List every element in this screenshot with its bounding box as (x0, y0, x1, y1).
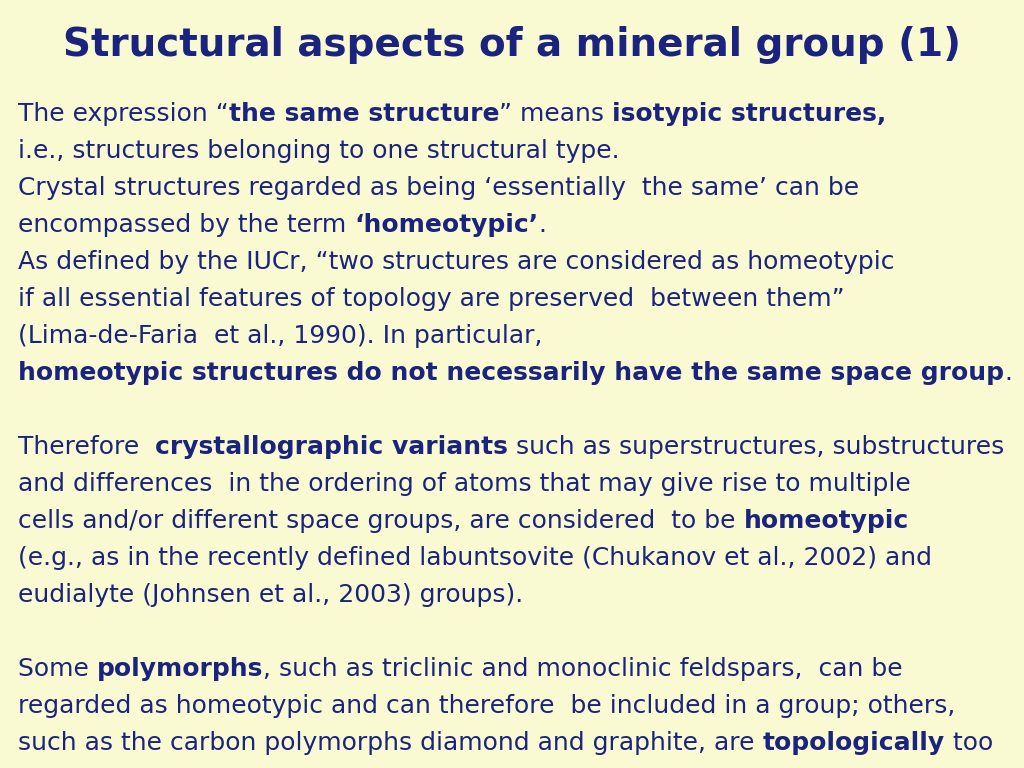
Text: ” means: ” means (500, 102, 612, 126)
Text: too: too (944, 731, 993, 755)
Text: cells and/or different space groups, are considered  to be: cells and/or different space groups, are… (18, 509, 743, 533)
Text: such as superstructures, substructures: such as superstructures, substructures (508, 435, 1005, 459)
Text: (e.g., as in the recently defined labuntsovite (Chukanov et al., 2002) and: (e.g., as in the recently defined labunt… (18, 546, 932, 570)
Text: Structural aspects of a mineral group (1): Structural aspects of a mineral group (1… (63, 26, 961, 64)
Text: polymorphs: polymorphs (97, 657, 263, 681)
Text: eudialyte (Johnsen et al., 2003) groups).: eudialyte (Johnsen et al., 2003) groups)… (18, 583, 523, 607)
Text: (Lima-de-Faria  et al., 1990). In particular,: (Lima-de-Faria et al., 1990). In particu… (18, 324, 543, 348)
Text: ‘homeotypic’: ‘homeotypic’ (354, 213, 539, 237)
Text: encompassed by the term: encompassed by the term (18, 213, 354, 237)
Text: and differences  in the ordering of atoms that may give rise to multiple: and differences in the ordering of atoms… (18, 472, 910, 496)
Text: .: . (539, 213, 547, 237)
Text: homeotypic: homeotypic (743, 509, 908, 533)
Text: .: . (1004, 361, 1012, 385)
Text: , such as triclinic and monoclinic feldspars,  can be: , such as triclinic and monoclinic felds… (263, 657, 903, 681)
Text: As defined by the IUCr, “two structures are considered as homeotypic: As defined by the IUCr, “two structures … (18, 250, 895, 274)
Text: if all essential features of topology are preserved  between them”: if all essential features of topology ar… (18, 287, 845, 311)
Text: the same structure: the same structure (228, 102, 500, 126)
Text: i.e., structures belonging to one structural type.: i.e., structures belonging to one struct… (18, 139, 620, 163)
Text: The expression “: The expression “ (18, 102, 228, 126)
Text: regarded as homeotypic and can therefore  be included in a group; others,: regarded as homeotypic and can therefore… (18, 694, 955, 718)
Text: crystallographic variants: crystallographic variants (156, 435, 508, 459)
Text: homeotypic structures do not necessarily have the same space group: homeotypic structures do not necessarily… (18, 361, 1004, 385)
Text: topologically: topologically (763, 731, 944, 755)
Text: Some: Some (18, 657, 97, 681)
Text: such as the carbon polymorphs diamond and graphite, are: such as the carbon polymorphs diamond an… (18, 731, 763, 755)
Text: isotypic structures,: isotypic structures, (612, 102, 887, 126)
Text: Crystal structures regarded as being ‘essentially  the same’ can be: Crystal structures regarded as being ‘es… (18, 176, 859, 200)
Text: Therefore: Therefore (18, 435, 156, 459)
